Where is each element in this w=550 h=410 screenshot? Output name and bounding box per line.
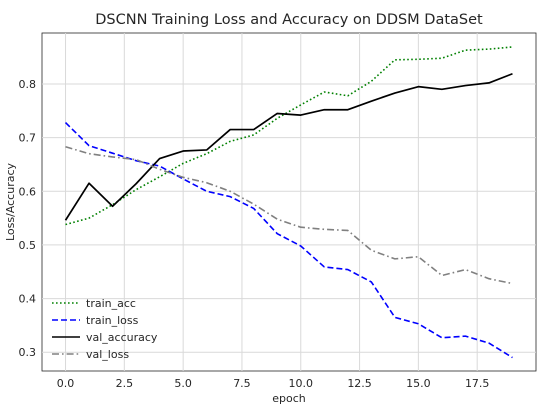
x-tick-label: 12.5: [347, 377, 372, 390]
legend-label-train-loss: train_loss: [86, 314, 139, 327]
series-line-val-accuracy: [64, 72, 513, 221]
y-tick-label: 0.8: [19, 78, 37, 91]
legend-label-val-loss: val_loss: [86, 348, 129, 361]
x-tick-label: 5.0: [174, 377, 192, 390]
x-tick-label: 15.0: [406, 377, 431, 390]
x-tick-label: 7.5: [233, 377, 251, 390]
y-axis-label: Loss/Accuracy: [4, 162, 17, 241]
x-tick-label: 17.5: [465, 377, 490, 390]
x-tick-label: 10.0: [289, 377, 314, 390]
y-tick-label: 0.4: [19, 293, 37, 306]
x-tick-label: 0.0: [57, 377, 75, 390]
y-tick-label: 0.7: [19, 132, 37, 145]
y-tick-label: 0.5: [19, 239, 37, 252]
x-tick-label: 2.5: [116, 377, 134, 390]
legend-label-train-acc: train_acc: [86, 297, 136, 310]
series-lines: [64, 46, 513, 359]
y-tick-label: 0.3: [19, 346, 37, 359]
series-line-train-acc: [65, 46, 513, 226]
y-tick-label: 0.6: [19, 185, 37, 198]
x-axis-label: epoch: [272, 392, 306, 405]
chart-title: DSCNN Training Loss and Accuracy on DDSM…: [95, 12, 483, 28]
y-axis-ticks: 0.3 0.4 0.5 0.6 0.7 0.8: [19, 78, 37, 359]
grid: [42, 33, 536, 371]
x-axis-ticks: 0.0 2.5 5.0 7.5 10.0 12.5 15.0 17.5: [57, 377, 490, 390]
legend-label-val-accuracy: val_accuracy: [86, 331, 158, 344]
legend: train_acc train_loss val_accuracy val_loss: [52, 297, 158, 361]
series-line-val-loss: [65, 145, 513, 285]
